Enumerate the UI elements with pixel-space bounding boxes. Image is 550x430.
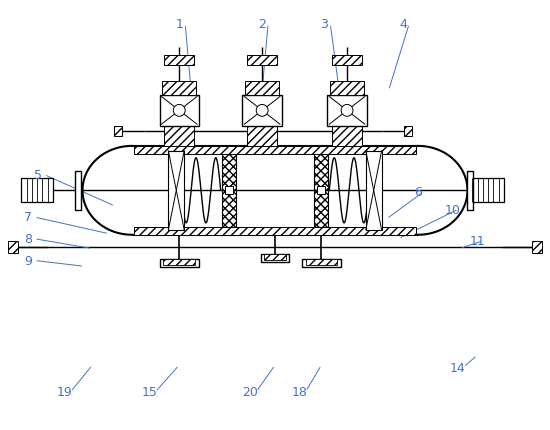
Bar [261,255,289,263]
Bar [162,82,196,95]
Bar [134,147,416,154]
Bar [404,127,412,137]
Polygon shape [82,147,468,235]
Bar [472,179,504,203]
Text: 2: 2 [258,18,266,31]
Bar [532,241,542,253]
Bar [164,127,194,147]
Bar [224,187,233,195]
Bar [114,127,122,137]
Bar [168,151,184,230]
Bar [306,260,337,266]
Bar [248,56,277,66]
Bar [332,127,362,147]
Bar [327,95,367,127]
Bar [248,127,277,147]
Text: 18: 18 [292,385,307,398]
Text: 8: 8 [24,233,32,246]
Bar [243,95,282,127]
Bar [160,260,199,268]
Bar [366,151,382,230]
Text: 7: 7 [24,211,32,224]
Bar [332,56,362,66]
Text: 10: 10 [445,203,460,216]
Text: 14: 14 [450,361,465,374]
Bar [222,154,235,227]
Bar [331,82,364,95]
Bar [264,255,286,261]
Text: 11: 11 [470,235,485,248]
Bar [21,179,53,203]
Text: 6: 6 [414,185,422,198]
Bar [468,171,474,211]
Text: 19: 19 [57,385,73,398]
Bar [301,260,341,268]
Text: 4: 4 [399,18,407,31]
Bar [75,171,80,211]
Circle shape [341,105,353,117]
Text: 1: 1 [175,18,183,31]
Bar [245,82,279,95]
Text: 3: 3 [321,18,328,31]
Bar [160,95,199,127]
Bar [315,154,328,227]
Text: 9: 9 [24,254,32,267]
Bar [164,56,194,66]
Circle shape [256,105,268,117]
Bar [134,227,416,235]
Circle shape [173,105,185,117]
Text: 15: 15 [142,385,157,398]
Text: 20: 20 [243,385,258,398]
Bar [163,260,195,266]
Bar [317,187,326,195]
Bar [8,241,18,253]
Text: 5: 5 [34,169,42,181]
